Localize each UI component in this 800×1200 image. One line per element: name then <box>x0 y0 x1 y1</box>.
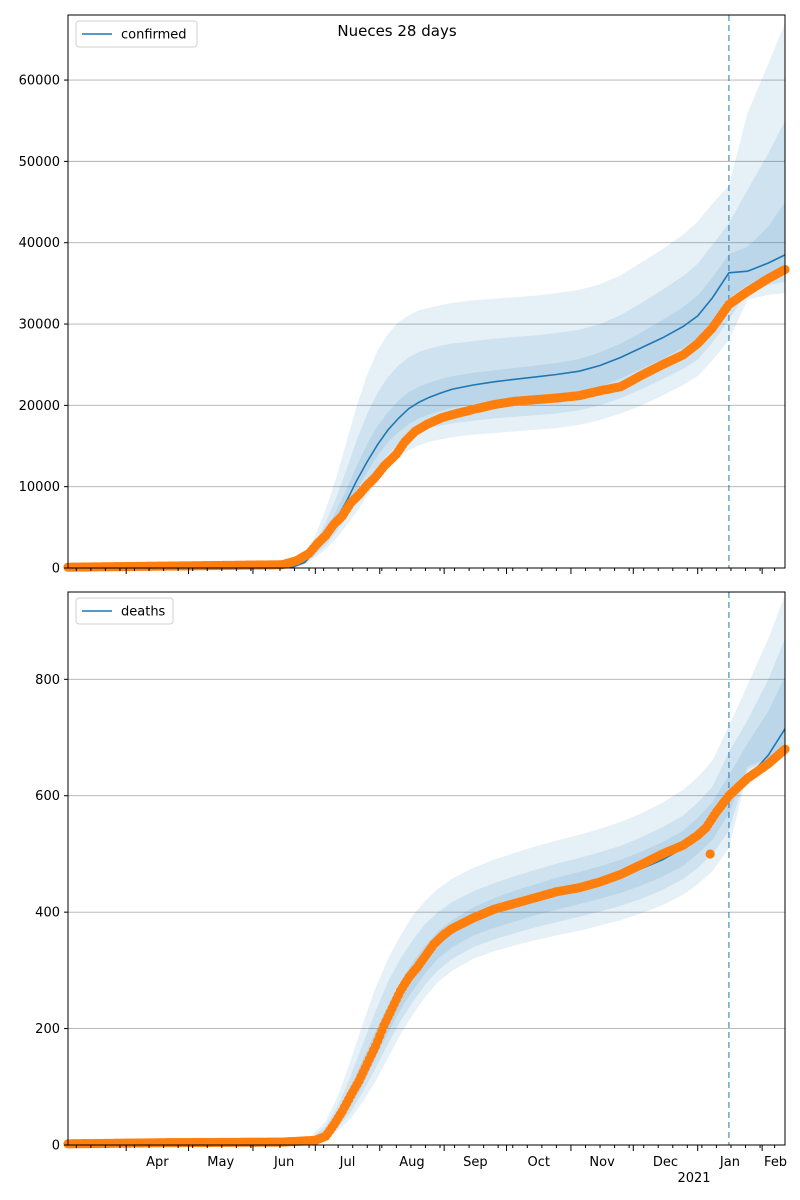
month-label: Dec <box>653 1155 678 1170</box>
month-label: Sep <box>463 1155 488 1170</box>
deaths-y-tick-label: 800 <box>35 673 60 688</box>
month-label: Aug <box>399 1155 424 1170</box>
deaths-y-tick-label: 400 <box>35 906 60 921</box>
month-label: Apr <box>146 1155 169 1170</box>
deaths-legend: deaths <box>75 597 174 625</box>
confirmed-y-axis: 0 10000 20000 30000 40000 50000 60000 <box>19 74 68 577</box>
confirmed-y-tick-label: 40000 <box>19 236 60 251</box>
month-label: Oct <box>527 1155 549 1170</box>
deaths-observed-points <box>63 744 790 1149</box>
deaths-band-2 <box>68 638 785 1145</box>
confirmed-y-tick-label: 50000 <box>19 155 60 170</box>
month-label: May <box>207 1155 234 1170</box>
month-label: Nov <box>589 1155 615 1170</box>
confirmed-y-tick-label: 30000 <box>19 318 60 333</box>
deaths-y-tick-label: 0 <box>52 1139 60 1154</box>
confirmed-legend: confirmed <box>75 20 198 48</box>
deaths-gridlines <box>68 678 785 1030</box>
deaths-legend-label: deaths <box>121 605 166 620</box>
deaths-observed-outlier <box>705 849 715 859</box>
month-label: Jul <box>339 1155 356 1170</box>
confirmed-band-1 <box>68 23 785 569</box>
confirmed-y-tick-label: 0 <box>52 562 60 577</box>
month-labels: Apr May Jun Jul Aug Sep Oct Nov Dec Jan Feb <box>146 1155 787 1170</box>
deaths-band-1 <box>68 594 785 1145</box>
year-label: 2021 <box>677 1171 710 1186</box>
month-label: Feb <box>764 1155 787 1170</box>
deaths-y-tick-label: 200 <box>35 1022 60 1037</box>
figure-title: Nueces 28 days <box>337 22 456 40</box>
confirmed-y-tick-label: 60000 <box>19 74 60 89</box>
month-label: Jan <box>719 1155 740 1170</box>
deaths-axes-frame <box>67 591 786 1146</box>
confirmed-band-3 <box>68 202 785 568</box>
confirmed-y-tick-label: 20000 <box>19 399 60 414</box>
confirmed-axes-frame <box>67 14 786 569</box>
deaths-panel: 0 200 400 600 800 deaths Apr May Jun Jul Aug Sep O… <box>35 591 790 1186</box>
deaths-x-axis-ticks <box>75 1145 776 1151</box>
confirmed-legend-label: confirmed <box>121 28 187 43</box>
confirmed-band-2 <box>68 120 785 568</box>
confirmed-y-tick-label: 10000 <box>19 480 60 495</box>
month-label: Jun <box>273 1155 294 1170</box>
confirmed-gridlines <box>68 79 785 488</box>
deaths-y-axis: 0 200 400 600 800 <box>35 673 68 1154</box>
confirmed-panel: 0 10000 20000 30000 40000 50000 60000 confirme… <box>19 14 790 577</box>
deaths-uncertainty-bands <box>68 594 785 1145</box>
confirmed-uncertainty-bands <box>68 23 785 569</box>
deaths-y-tick-label: 600 <box>35 789 60 804</box>
confirmed-x-axis-ticks <box>75 568 776 574</box>
